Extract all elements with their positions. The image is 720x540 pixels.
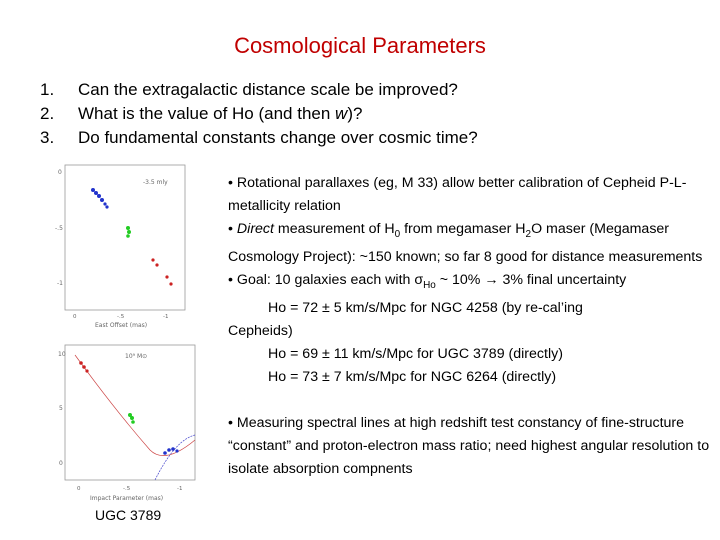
bullet-text: from megamaser H <box>400 221 526 237</box>
question-item: 2. What is the value of Ho (and then w)? <box>40 102 700 126</box>
top-plot-frame <box>64 164 186 311</box>
bottom-x-tick: -1 <box>177 486 182 492</box>
question-text: Can the extragalactic distance scale be … <box>78 80 458 99</box>
bottom-x-tick: 0 <box>77 486 81 492</box>
top-y-tick: 0 <box>58 169 62 176</box>
question-number: 1. <box>40 80 55 99</box>
question-item: 1. Can the extragalactic distance scale … <box>40 78 700 102</box>
question-number: 2. <box>40 104 55 123</box>
bottom-green-spots <box>128 413 135 424</box>
questions-list: 1. Can the extragalactic distance scale … <box>40 78 700 150</box>
figure-caption: UGC 3789 <box>95 507 162 523</box>
bottom-y-tick: 5 <box>59 405 63 412</box>
ho-ugc3789: Ho = 69 ± 11 km/s/Mpc for UGC 3789 (dire… <box>268 345 563 362</box>
bullet-rotational-parallaxes: • Rotational parallaxes (eg, M 33) allow… <box>228 175 687 214</box>
top-green-spots <box>126 226 131 238</box>
question-text-pre: What is the value of Ho (and then <box>78 104 336 123</box>
bullet-text: ~ 10% → 3% final uncertainty <box>435 271 627 288</box>
ho-ngc4258-cont: Cepheids) <box>228 322 293 339</box>
question-number: 3. <box>40 128 55 147</box>
subscript: Ho <box>423 279 436 291</box>
top-x-tick: -.5 <box>117 314 125 320</box>
top-blue-spots <box>91 188 109 209</box>
bottom-x-label: Impact Parameter (mas) <box>90 495 163 502</box>
question-text-em: w <box>335 104 348 123</box>
slide-title: Cosmological Parameters <box>234 33 486 58</box>
bottom-fit-curve <box>154 434 196 481</box>
top-x-label: East Offset (mas) <box>95 322 147 329</box>
bullet-spectral-lines: • Measuring spectral lines at high redsh… <box>228 414 710 477</box>
question-text: Do fundamental constants change over cos… <box>78 128 478 147</box>
question-item: 3. Do fundamental constants change over … <box>40 126 700 150</box>
subscript: 2 <box>525 228 532 240</box>
bullet-text: O maser (Megamaser Cosmology Project): ~… <box>228 221 703 265</box>
bullet-text: • Goal: 10 galaxies each with <box>228 271 415 288</box>
spacer <box>228 389 714 412</box>
bullet-prefix: • <box>228 221 237 237</box>
bottom-y-tick: 10 <box>58 351 66 358</box>
top-x-tick: 0 <box>73 314 77 320</box>
ho-ngc6264: Ho = 73 ± 7 km/s/Mpc for NGC 6264 (direc… <box>268 368 557 385</box>
bullets-block: • Rotational parallaxes (eg, M 33) allow… <box>228 172 714 481</box>
bullet-em: Direct <box>236 221 274 237</box>
maser-figure: 0 -.5 -1 -3.5 mly 0 -.5 -1 East Offset (… <box>55 160 215 530</box>
question-text: What is the value of Ho (and then w)? <box>78 102 362 126</box>
bullet-goal: • Goal: 10 galaxies each with σHo ~ 10% … <box>228 269 714 297</box>
bullet-direct-measurement: • Direct measurement of H0 from megamase… <box>228 218 714 269</box>
top-y-tick: -1 <box>57 280 63 287</box>
top-y-tick: -.5 <box>55 225 63 232</box>
bottom-blue-spots <box>163 447 179 455</box>
maser-plots: 0 -.5 -1 -3.5 mly 0 -.5 -1 East Offset (… <box>55 164 196 502</box>
subscript: 0 <box>394 228 401 240</box>
bottom-x-tick: -.5 <box>123 486 131 492</box>
bottom-rotation-curve <box>74 354 196 456</box>
top-x-tick: -1 <box>163 314 168 320</box>
bottom-red-spots <box>79 361 89 373</box>
ho-ngc4258: Ho = 72 ± 5 km/s/Mpc for NGC 4258 (by re… <box>268 299 583 316</box>
bottom-y-tick: 0 <box>59 460 63 467</box>
sigma-symbol: σ <box>414 271 424 288</box>
bullet-text: measurement of H <box>273 221 395 237</box>
top-red-spots <box>151 258 173 286</box>
question-text-post: )? <box>347 104 363 123</box>
top-note: -3.5 mly <box>143 179 168 186</box>
bottom-note: 10⁹ M⊙ <box>125 353 147 360</box>
bottom-plot-frame <box>64 344 196 481</box>
